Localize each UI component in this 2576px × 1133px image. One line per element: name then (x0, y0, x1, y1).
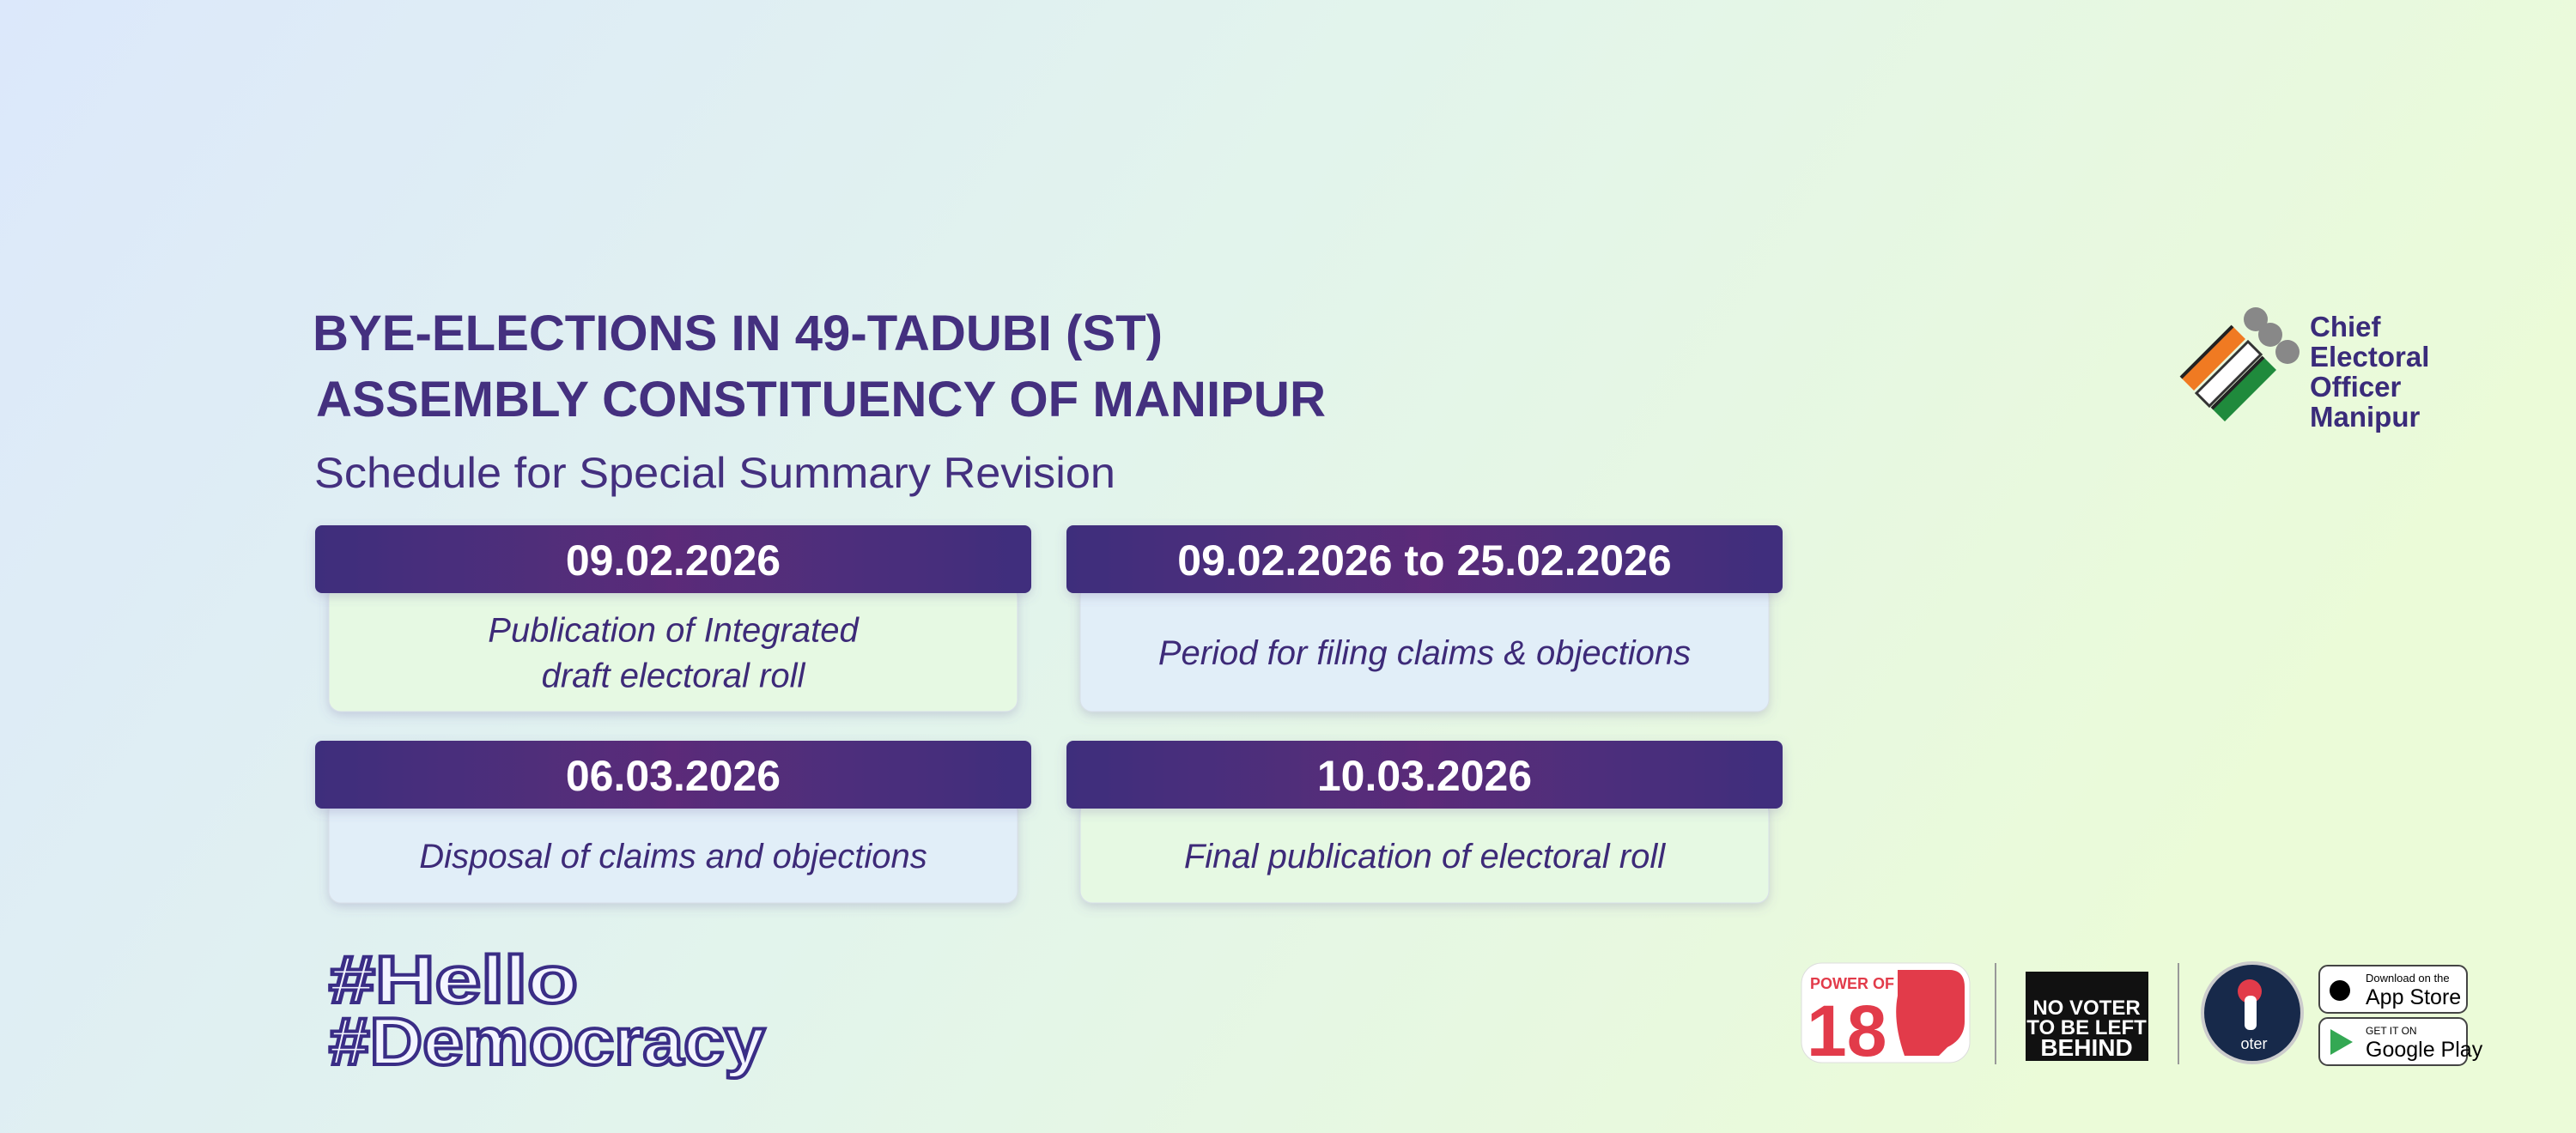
no-voter-left-behind: NO VOTER TO BE LEFT BEHIND (2026, 972, 2148, 1061)
voter-app[interactable]: oter (2201, 961, 2304, 1064)
card-description: draft electoral roll (542, 657, 806, 695)
ceo-logo: Chief Electoral Officer Manipur (2179, 307, 2429, 433)
badge-text: TO BE LEFT (2026, 1016, 2147, 1039)
card-header (1066, 741, 1783, 809)
logo-line: Officer (2310, 371, 2402, 403)
badge-text: NO VOTER (2032, 997, 2140, 1020)
badge-text: App Store (2366, 985, 2461, 1009)
title-line: ASSEMBLY CONSTITUENCY OF MANIPUR (316, 372, 1326, 427)
hashtag: #Hello #Democracy (327, 940, 767, 1081)
badge-text: BEHIND (2040, 1034, 2132, 1061)
logo-icon (2179, 307, 2300, 421)
app-store[interactable]: Download on the App Store (2318, 965, 2468, 1014)
card-description: Final publication of electoral roll (1184, 838, 1666, 876)
card-date: 09.02.2026 to 25.02.2026 (1177, 536, 1671, 585)
logo-line: Manipur (2310, 401, 2420, 433)
power-of-18: POWER OF 18 (1801, 962, 1971, 1071)
logo-line: Chief (2310, 311, 2382, 342)
badge-text: Google Play (2366, 1038, 2483, 1062)
hashtag-line: #Democracy (329, 1003, 765, 1079)
card-description: Disposal of claims and objections (419, 838, 927, 876)
google-play[interactable]: GET IT ON Google Play (2318, 1017, 2483, 1066)
card-description: Publication of Integrated (488, 612, 860, 650)
card-header (1066, 525, 1783, 593)
subtitle: Schedule for Special Summary Revision (314, 449, 1115, 497)
card-header (315, 525, 1031, 593)
title-line: BYE-ELECTIONS IN 49-TADUBI (ST) (313, 306, 1163, 361)
card-date: 10.03.2026 (1317, 752, 1532, 800)
badges: POWER OF 18 NO VOTER TO BE LEFT BEHIND o… (1801, 961, 2483, 1071)
card-description: Period for filing claims & objections (1158, 634, 1691, 672)
hashtag-line: #Hello (329, 942, 578, 1017)
card-header (315, 741, 1031, 809)
schedule-cards: 09.02.2026 Publication of Integrated draft… (315, 525, 1783, 904)
badge-text: POWER OF (1810, 975, 1894, 992)
card-date: 09.02.2026 (566, 536, 781, 585)
badge-text: Download on the (2366, 972, 2450, 985)
badge-text: oter (2240, 1035, 2267, 1052)
badge-text: GET IT ON (2366, 1025, 2417, 1037)
logo-line: Electoral (2310, 341, 2429, 373)
card-date: 06.03.2026 (566, 752, 781, 800)
badge-text: 18 (1807, 991, 1886, 1071)
